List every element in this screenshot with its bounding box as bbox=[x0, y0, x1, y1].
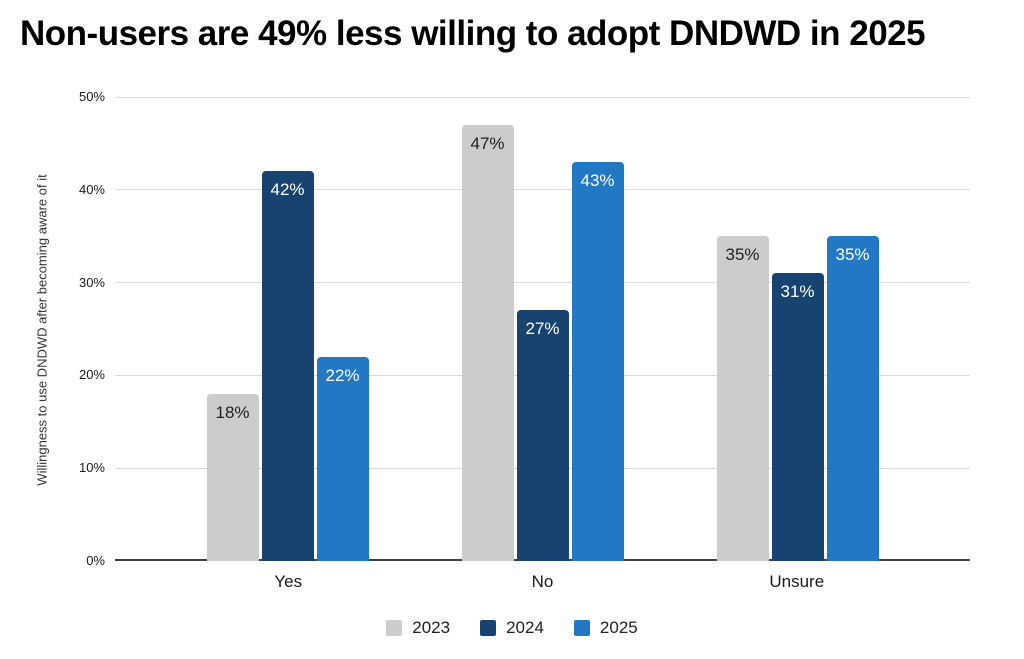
legend-label-2024: 2024 bbox=[506, 618, 544, 637]
bar-value-label-2025-no: 43% bbox=[580, 170, 615, 190]
bar-2024-yes: 42% bbox=[261, 171, 314, 561]
legend-swatch-2025 bbox=[573, 620, 590, 636]
bar-2024-unsure: 31% bbox=[771, 273, 824, 561]
legend-label-2023: 2023 bbox=[412, 618, 451, 637]
y-tick-label-0%: 0% bbox=[86, 553, 105, 568]
y-tick-label-20%: 20% bbox=[78, 367, 105, 383]
chart-title: Non-users are 49% less willing to adopt … bbox=[20, 14, 926, 53]
legend-swatch-2023 bbox=[386, 620, 403, 636]
bar-value-label-2025-yes: 22% bbox=[325, 365, 360, 385]
legend-item-2023: 2023 bbox=[386, 618, 450, 638]
bar-2025-yes: 22% bbox=[316, 356, 369, 561]
gridline-50% bbox=[115, 96, 970, 98]
category-label-unsure: Unsure bbox=[769, 572, 825, 591]
bar-value-label-2024-yes: 42% bbox=[270, 180, 305, 200]
bar-value-label-2024-unsure: 31% bbox=[780, 282, 815, 302]
y-tick-label-50%: 50% bbox=[78, 89, 105, 104]
category-label-no: No bbox=[531, 572, 554, 591]
bar-2023-yes: 18% bbox=[206, 393, 259, 561]
legend-swatch-2024 bbox=[480, 620, 497, 636]
bar-group-yes: 18% 42% 22% bbox=[205, 97, 370, 561]
legend-item-2025: 2025 bbox=[573, 618, 638, 638]
legend-item-2024: 2024 bbox=[480, 618, 544, 638]
legend-label-2025: 2025 bbox=[599, 618, 638, 637]
plot-area: 18% 42% 22% 47% 27% 43% 35% 31% 35% bbox=[115, 96, 970, 561]
bar-2023-no: 47% bbox=[461, 124, 514, 561]
y-tick-label-40%: 40% bbox=[78, 181, 105, 197]
y-tick-label-10%: 10% bbox=[78, 460, 105, 476]
bar-group-no: 47% 27% 43% bbox=[460, 97, 625, 561]
bar-value-label-2023-no: 47% bbox=[470, 133, 505, 153]
x-axis-labels: Yes No Unsure bbox=[115, 572, 970, 592]
bar-2023-unsure: 35% bbox=[716, 236, 769, 561]
legend: 2023 2024 2025 bbox=[0, 618, 1024, 638]
category-label-yes: Yes bbox=[274, 572, 303, 591]
bar-groups: 18% 42% 22% 47% 27% 43% 35% 31% 35% bbox=[115, 97, 970, 561]
bar-2024-no: 27% bbox=[516, 310, 569, 561]
bar-value-label-2023-unsure: 35% bbox=[725, 245, 760, 265]
bar-2025-unsure: 35% bbox=[826, 236, 879, 561]
bar-value-label-2024-no: 27% bbox=[525, 319, 560, 339]
y-tick-label-30%: 30% bbox=[78, 274, 105, 290]
y-axis-ticks: 0% 10% 20% 30% 40% 50% bbox=[55, 89, 105, 568]
gridline-40% bbox=[115, 189, 970, 191]
bar-value-label-2025-unsure: 35% bbox=[835, 245, 870, 265]
bar-value-label-2023-yes: 18% bbox=[215, 402, 250, 422]
gridline-30% bbox=[115, 282, 970, 284]
y-axis-label: Willingness to use DNDWD after becoming … bbox=[34, 174, 50, 486]
bar-2025-no: 43% bbox=[571, 161, 624, 561]
bar-group-unsure: 35% 31% 35% bbox=[715, 97, 880, 561]
